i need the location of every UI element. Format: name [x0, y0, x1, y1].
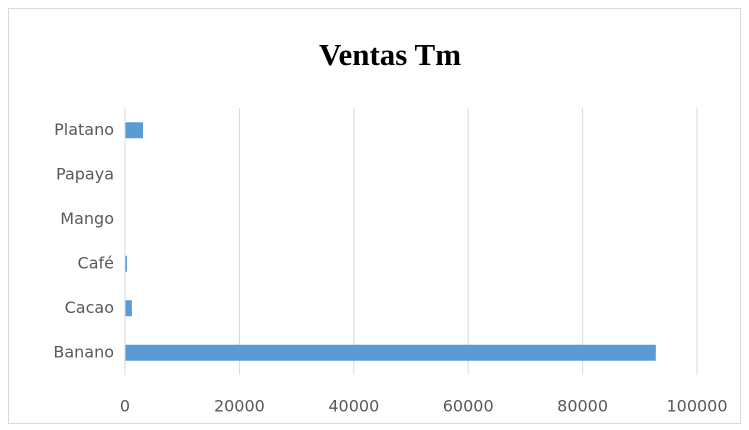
- y-tick-label: Cacao: [65, 298, 114, 317]
- bar: [125, 300, 132, 317]
- x-tick-label: 100000: [666, 397, 727, 416]
- x-tick-label: 40000: [328, 397, 379, 416]
- x-tick-label: 80000: [557, 397, 608, 416]
- bar: [125, 344, 656, 361]
- x-tick-label: 20000: [214, 397, 265, 416]
- bar: [125, 122, 144, 139]
- y-tick-label: Café: [78, 253, 114, 272]
- y-tick-label: Platano: [54, 120, 114, 139]
- y-tick-label: Banano: [53, 342, 114, 361]
- x-tick-label: 0: [120, 397, 130, 416]
- y-tick-label: Mango: [60, 209, 114, 228]
- bar: [125, 255, 128, 272]
- y-tick-label: Papaya: [56, 164, 114, 183]
- chart-title: Ventas Tm: [319, 37, 461, 72]
- x-tick-label: 60000: [443, 397, 494, 416]
